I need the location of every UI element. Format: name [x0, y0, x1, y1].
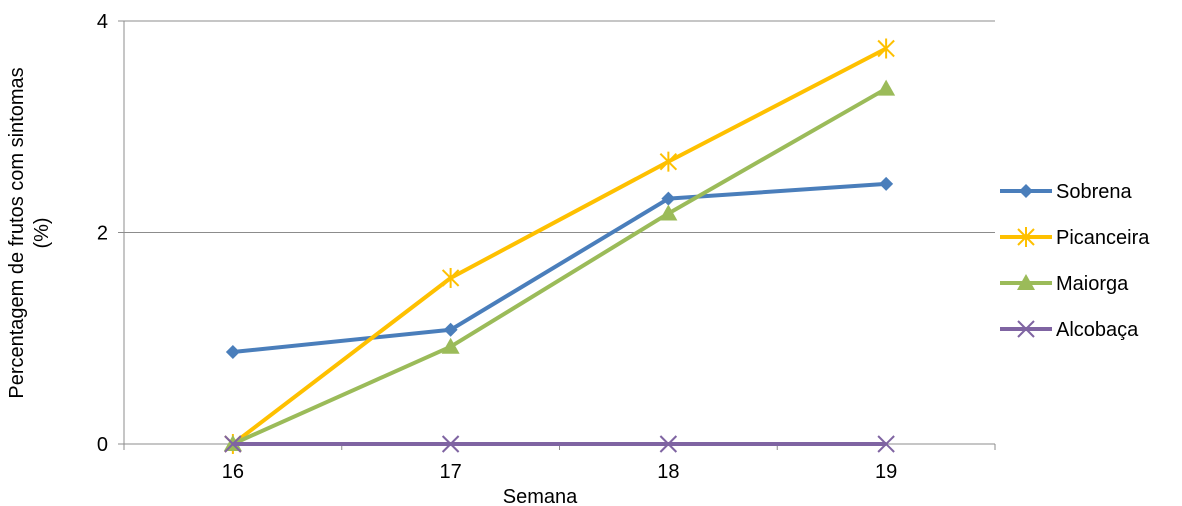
legend-item-maiorga: Maiorga: [1000, 273, 1129, 295]
axes: 0 2 4 16 17 18 19: [97, 11, 996, 483]
data-point-alcoba-a-17: [441, 435, 460, 453]
legend-label-maiorga: Maiorga: [1056, 273, 1129, 295]
series-group: [223, 38, 896, 454]
y-tick-label: 2: [97, 223, 108, 245]
series-line-picanceira: [231, 46, 888, 446]
legend-label-sobrena: Sobrena: [1056, 181, 1132, 203]
data-point-picanceira-17: [441, 267, 460, 288]
legend-marker-sobrena: [1019, 184, 1033, 198]
legend-label-picanceira: Picanceira: [1056, 227, 1150, 249]
x-tick-label: 17: [440, 461, 462, 483]
y-axis-label-line-1: Percentagem de frutos com sintomas: [6, 67, 28, 398]
legend: Sobrena Picanceira Maiorga Alcobaça: [1000, 181, 1150, 341]
data-point-sobrena-16: [225, 344, 240, 359]
y-axis-label-line-2: (%): [31, 217, 53, 248]
legend-item-picanceira: Picanceira: [1000, 227, 1150, 249]
grid-lines: [118, 20, 995, 233]
x-tick-label: 16: [222, 461, 244, 483]
data-point-picanceira-19: [877, 38, 895, 59]
data-point-sobrena-19: [879, 176, 894, 191]
legend-marker-maiorga: [1017, 274, 1035, 290]
legend-marker-picanceira: [1017, 227, 1035, 247]
legend-marker-alcoba-a: [1017, 320, 1035, 338]
data-point-maiorga-17: [441, 337, 460, 354]
x-tick-label: 19: [875, 461, 897, 483]
x-tick-label: 18: [657, 461, 679, 483]
x-axis-label: Semana: [503, 486, 578, 506]
legend-label-alcoba-a: Alcobaça: [1056, 319, 1139, 341]
data-point-maiorga-19: [877, 79, 896, 96]
data-point-picanceira-18: [659, 151, 678, 172]
data-point-sobrena-18: [661, 191, 676, 206]
legend-item-sobrena: Sobrena: [1000, 181, 1132, 203]
series-line-sobrena: [232, 181, 887, 354]
data-point-maiorga-18: [659, 204, 678, 221]
legend-item-alcoba-a: Alcobaça: [1000, 319, 1139, 341]
series-line-maiorga: [232, 86, 888, 446]
y-tick-label: 0: [97, 434, 108, 456]
data-point-alcoba-a-18: [659, 435, 678, 453]
y-tick-label: 4: [97, 11, 108, 33]
data-point-alcoba-a-19: [877, 435, 895, 453]
data-point-alcoba-a-16: [224, 435, 242, 453]
data-point-sobrena-17: [443, 322, 458, 337]
